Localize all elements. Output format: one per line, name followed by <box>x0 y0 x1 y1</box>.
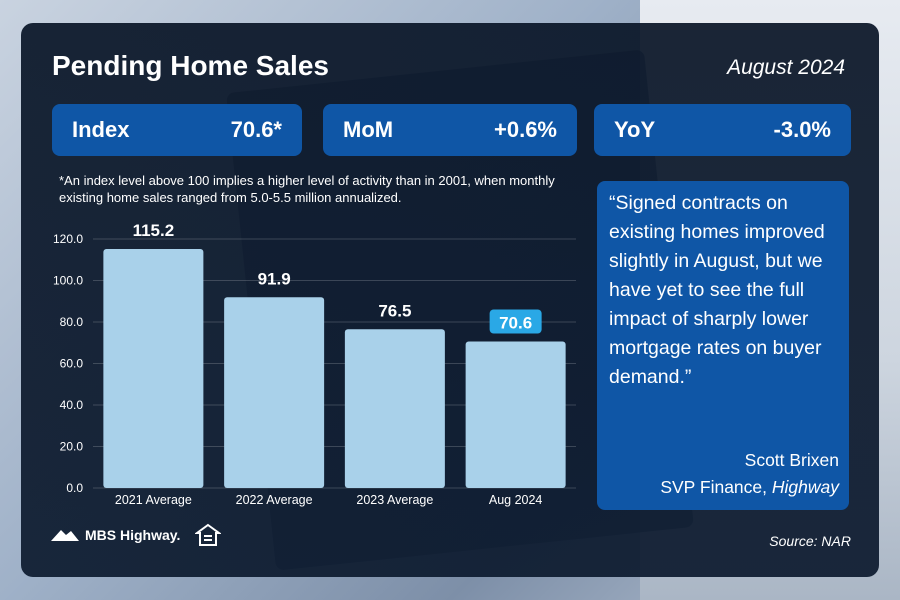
stat-index-value: 70.6* <box>230 117 282 142</box>
stat-mom-value: +0.6% <box>494 117 557 142</box>
x-tick-label: Aug 2024 <box>489 493 543 507</box>
quote-attribution: Scott Brixen SVP Finance, Highway <box>660 447 839 501</box>
y-tick-label: 120.0 <box>53 232 83 246</box>
y-tick-label: 40.0 <box>60 398 84 412</box>
bar <box>465 341 566 488</box>
bar-value-label: 115.2 <box>133 221 175 240</box>
mbs-highway-logo: MBS Highway. <box>51 527 180 543</box>
bar-chart: 0.0 20.0 40.0 60.0 80.0 100.0 120.0 115.2 91.9 7… <box>53 221 576 507</box>
bar-value-label: 76.5 <box>378 301 411 320</box>
logo-text: MBS Highway. <box>85 527 181 543</box>
stat-yoy: YoY -3.0% <box>594 104 851 156</box>
quote-author: Scott Brixen <box>744 450 839 470</box>
y-tick-label: 0.0 <box>66 481 83 495</box>
chart-value-labels: 115.2 91.9 76.5 70.6 <box>133 221 542 334</box>
stat-index-label: Index <box>72 117 130 142</box>
chart-bars <box>103 248 566 488</box>
quote-text: “Signed contracts on existing homes impr… <box>609 192 825 388</box>
bar-value-label: 70.6 <box>499 314 532 333</box>
x-axis-ticks: 2021 Average 2022 Average 2023 Average Aug … <box>115 493 543 507</box>
x-tick-label: 2022 Average <box>236 493 313 507</box>
highlight-label-badge <box>489 309 542 334</box>
y-tick-label: 20.0 <box>60 440 84 454</box>
bar <box>103 248 204 488</box>
stat-mom: MoM +0.6% <box>323 104 577 156</box>
y-tick-label: 80.0 <box>60 315 84 329</box>
y-tick-label: 60.0 <box>60 357 84 371</box>
x-tick-label: 2023 Average <box>356 493 433 507</box>
index-footnote: *An index level above 100 implies a high… <box>59 173 555 205</box>
infographic-card: Pending Home Sales August 2024 Index 70.… <box>21 23 879 577</box>
bar <box>344 329 445 488</box>
stat-index: Index 70.6* <box>52 104 302 156</box>
bar-value-label: 91.9 <box>258 269 291 288</box>
quote-role: SVP Finance, Highway <box>660 474 839 501</box>
stat-yoy-value: -3.0% <box>773 117 831 142</box>
quote-company: Highway <box>771 477 839 497</box>
data-source: Source: NAR <box>769 533 851 549</box>
mountain-logo-icon <box>51 530 79 541</box>
x-tick-label: 2021 Average <box>115 493 192 507</box>
report-date: August 2024 <box>727 56 845 79</box>
quote-role-title: SVP Finance, <box>660 477 772 497</box>
y-axis-ticks: 0.0 20.0 40.0 60.0 80.0 100.0 120.0 <box>53 232 83 495</box>
stat-mom-label: MoM <box>343 117 394 142</box>
equal-housing-opportunity-icon <box>195 523 221 546</box>
quote-panel: “Signed contracts on existing homes impr… <box>597 181 849 510</box>
y-tick-label: 100.0 <box>53 274 83 288</box>
bar <box>224 297 325 488</box>
page-title: Pending Home Sales <box>52 50 329 81</box>
stat-yoy-label: YoY <box>614 117 656 142</box>
